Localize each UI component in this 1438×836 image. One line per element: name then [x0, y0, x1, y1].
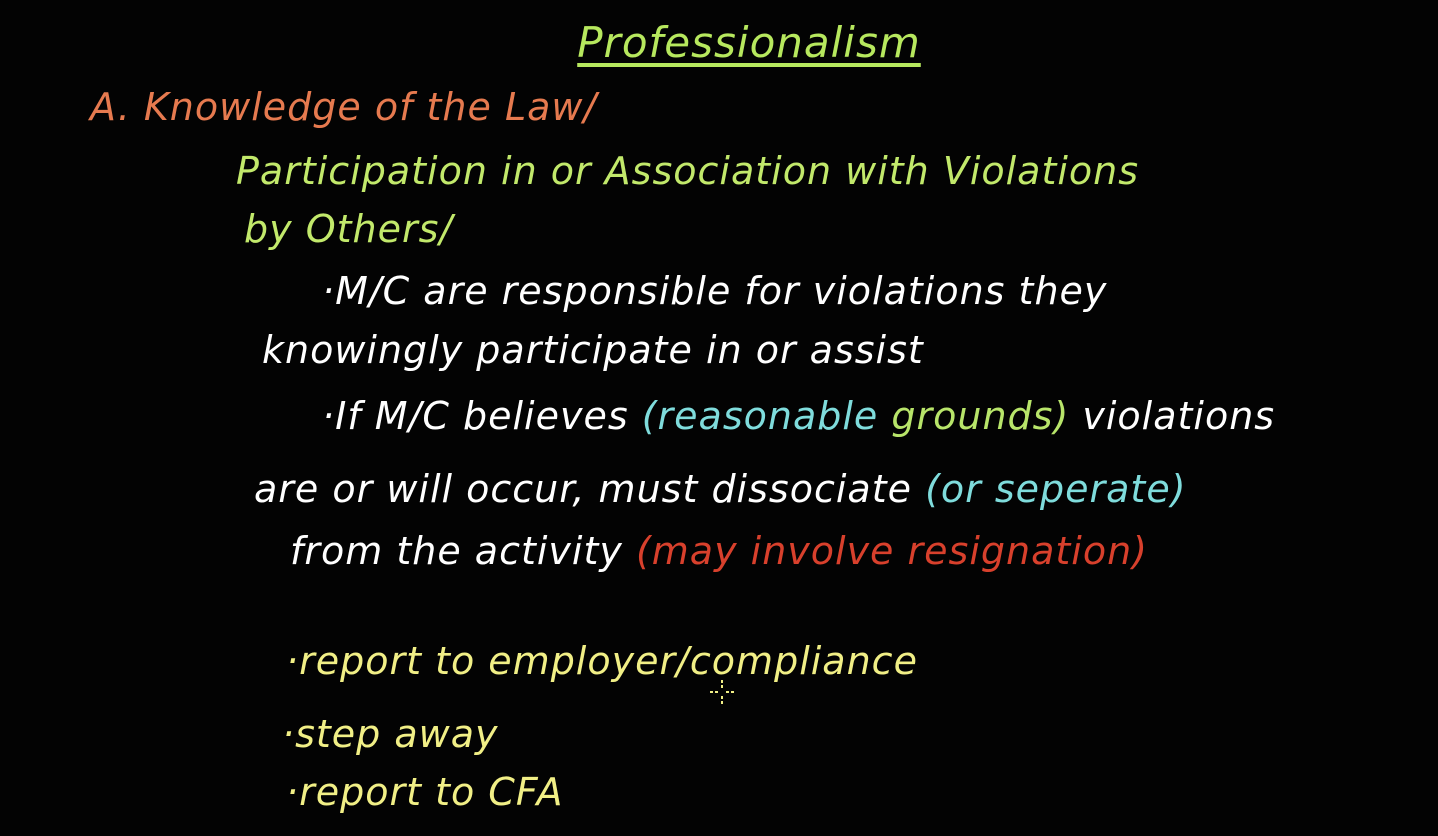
section-heading-a: A. Knowledge of the Law/ [90, 88, 597, 126]
point-1-line-1: ·M/C are responsible for violations they [322, 272, 1107, 310]
point-2-text-3a: from the activity [290, 529, 636, 573]
point-2-line-2: are or will occur, must dissociate (or s… [254, 470, 1187, 508]
title-text: Professionalism [577, 18, 921, 67]
action-item: ·report to CFA [286, 773, 563, 811]
reasonable-highlight: (reasonable [641, 394, 892, 438]
or-seperate-highlight: (or seperate) [925, 467, 1187, 511]
point-1-text-1: M/C are responsible for violations they [335, 269, 1108, 313]
section-heading-text: A. Knowledge of the Law/ [90, 85, 598, 129]
point-2-text-1a: If M/C believes [335, 394, 642, 438]
bullet-dot: · [322, 269, 336, 313]
subheading-text-2: by Others/ [244, 207, 454, 251]
point-1-line-2: knowingly participate in or assist [262, 331, 924, 369]
bullet-dot: · [282, 712, 296, 756]
action-text: report to employer/compliance [299, 639, 918, 683]
bullet-dot: · [286, 639, 300, 683]
point-2-text-1b: violations [1069, 394, 1276, 438]
crosshair-cursor-icon [710, 680, 734, 704]
resignation-highlight: (may involve resignation) [635, 529, 1148, 573]
action-item: ·report to employer/compliance [286, 642, 918, 680]
point-2-text-2a: are or will occur, must dissociate [254, 467, 926, 511]
action-item: ·step away [282, 715, 499, 753]
bullet-dot: · [286, 770, 300, 814]
point-2-line-1: ·If M/C believes (reasonable grounds) vi… [322, 397, 1275, 435]
bullet-dot: · [322, 394, 336, 438]
subheading-text-1: Participation in or Association with Vio… [236, 149, 1140, 193]
subheading-line-2: by Others/ [244, 210, 453, 248]
action-text: report to CFA [299, 770, 564, 814]
action-text: step away [295, 712, 499, 756]
subheading-line-1: Participation in or Association with Vio… [236, 152, 1139, 190]
point-1-text-2: knowingly participate in or assist [262, 328, 924, 372]
point-2-line-3: from the activity (may involve resignati… [290, 532, 1148, 570]
grounds-highlight: grounds) [891, 394, 1070, 438]
page-title: Professionalism [30, 22, 1438, 64]
